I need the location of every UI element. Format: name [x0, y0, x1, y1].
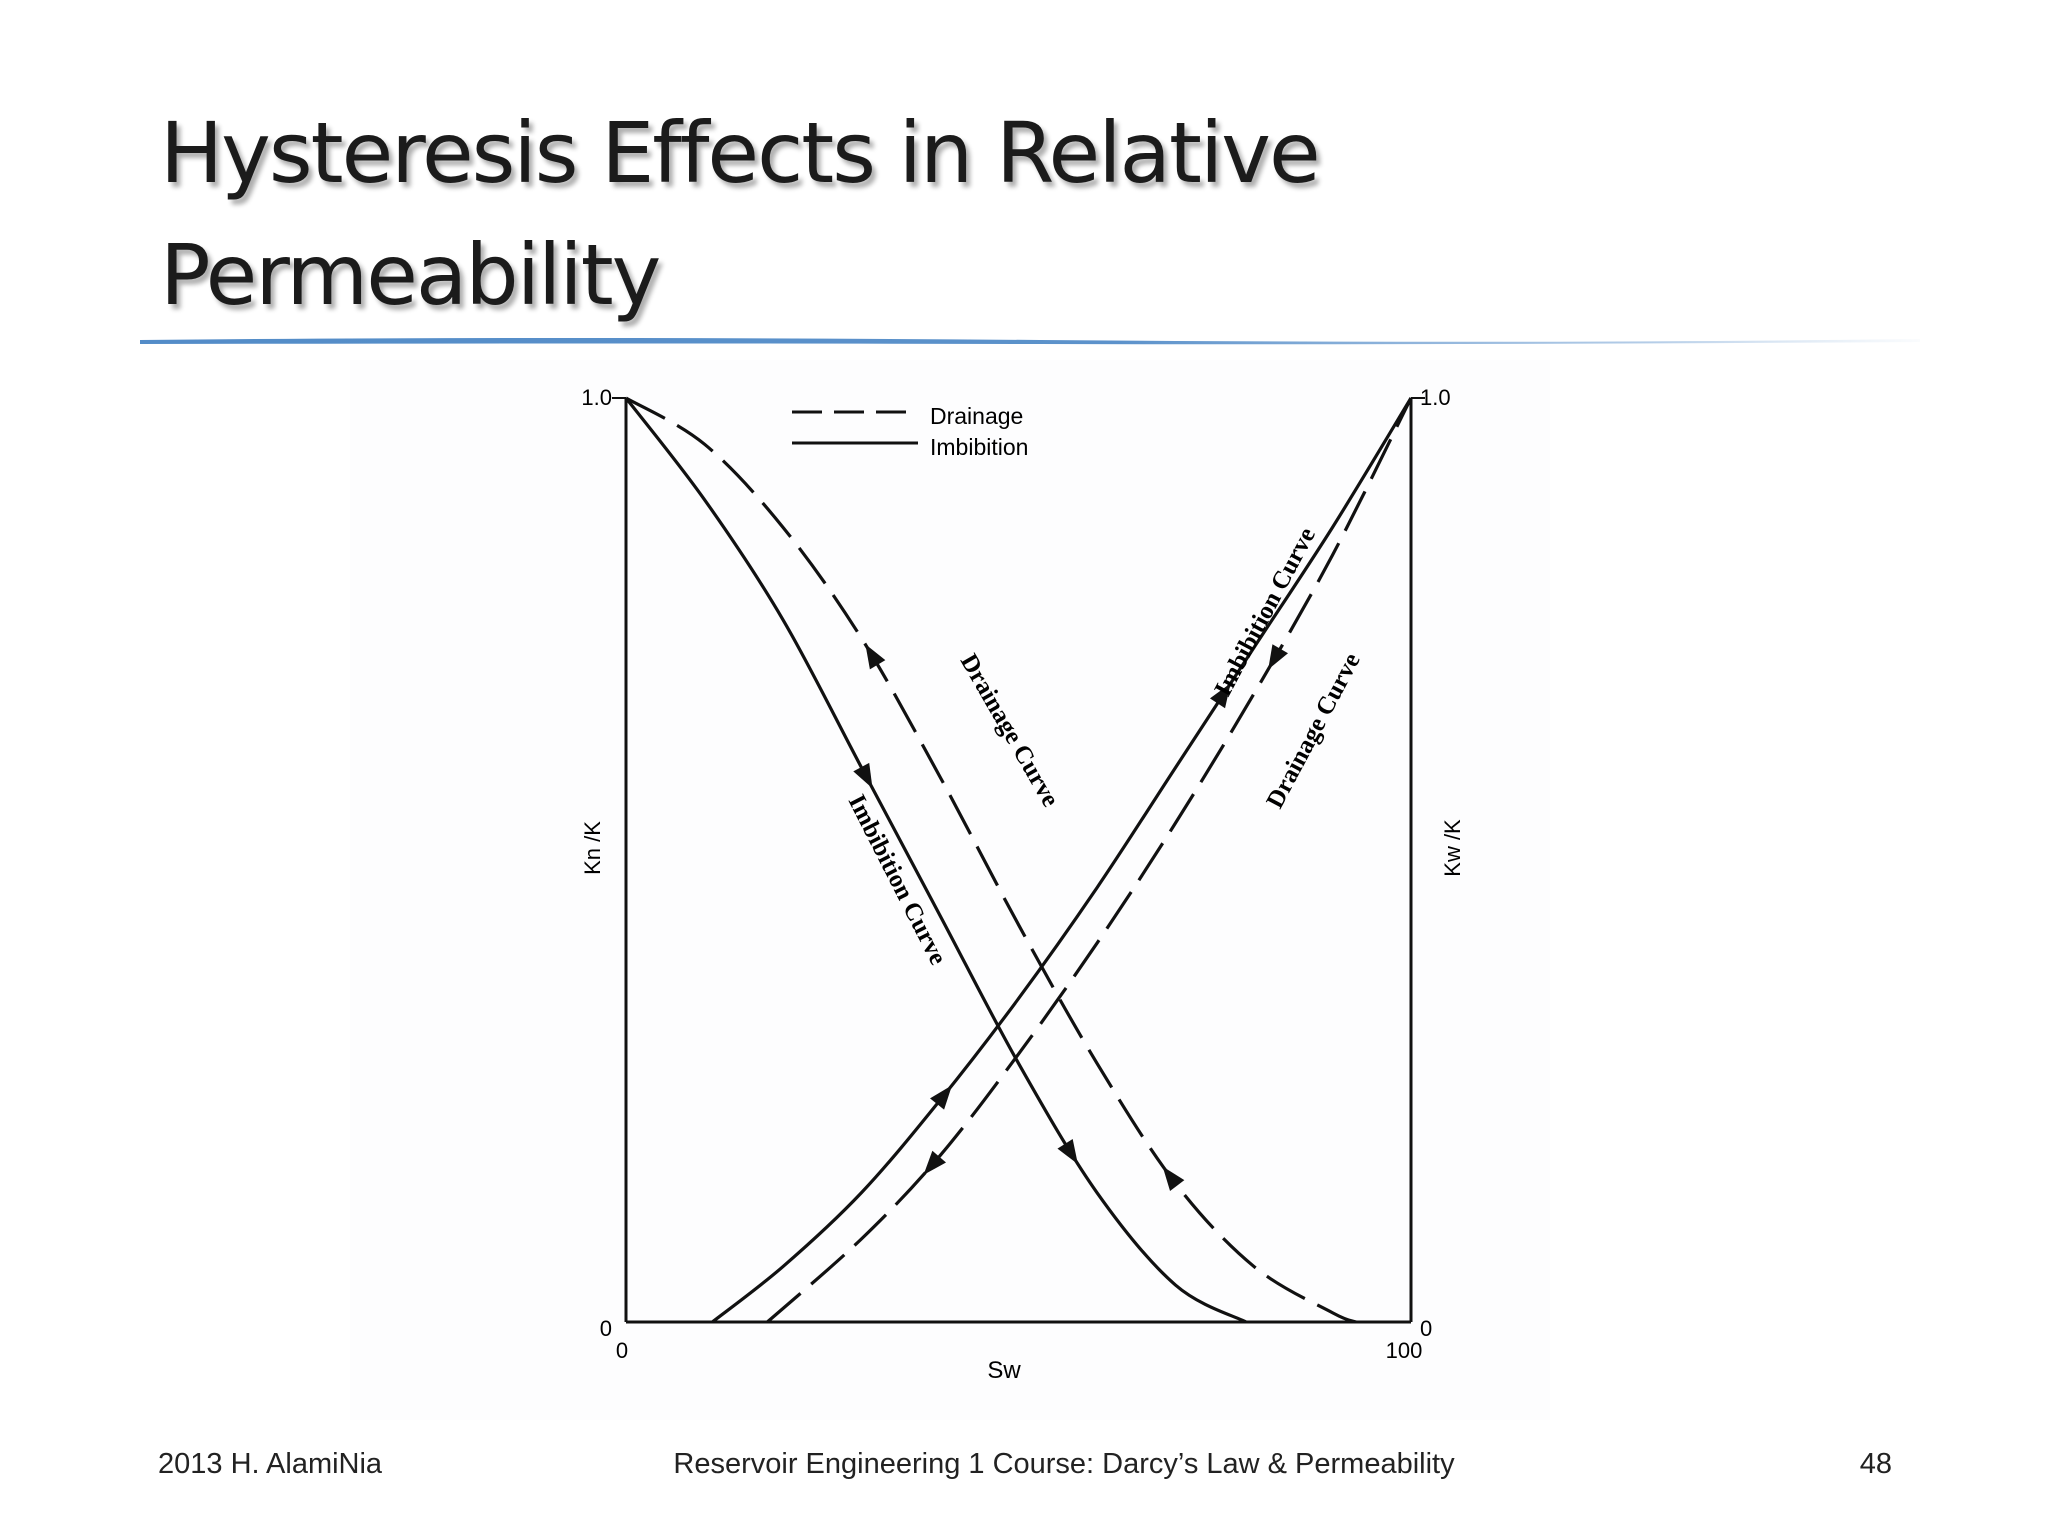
legend: Drainage Imbibition [792, 403, 1028, 460]
legend-label-imbibition: Imbibition [930, 434, 1028, 460]
direction-arrow-4 [930, 1085, 953, 1110]
page-number: 48 [1859, 1448, 1892, 1480]
direction-arrow-0 [865, 644, 886, 670]
chart-background [350, 360, 1550, 1420]
direction-arrow-5 [1209, 683, 1231, 709]
y-tick-right-bottom: 0 [1420, 1316, 1432, 1341]
footer-course: Reservoir Engineering 1 Course: Darcy’s … [673, 1448, 1455, 1480]
x-tick-left: 0 [616, 1338, 628, 1363]
footer-author: 2013 H. AlamiNia [158, 1448, 383, 1480]
x-tick-right: 100 [1386, 1338, 1423, 1363]
annotation-drainage-curve-right: Drainage Curve [1261, 649, 1365, 813]
legend-label-drainage: Drainage [930, 403, 1023, 429]
title-line-1: Hysteresis Effects in Relative [160, 104, 1321, 202]
direction-arrow-3 [1057, 1139, 1078, 1165]
series-1-solid-curve [624, 397, 1247, 1324]
annotation-drainage-curve-left: Drainage Curve [955, 650, 1064, 812]
y-axis-label-right: Kw /K [1440, 819, 1465, 877]
title-underline [140, 338, 1920, 345]
curves-group [624, 396, 1413, 1324]
y-axis-label-left: Kn /K [580, 821, 605, 875]
direction-arrow-6 [923, 1150, 947, 1175]
direction-arrow-1 [1162, 1166, 1185, 1192]
y-tick-left-top: 1.0 [581, 385, 612, 410]
series-3-dashed-curve [766, 397, 1413, 1324]
series-0-dashed-curve [625, 396, 1357, 1324]
arrows-group [853, 644, 1289, 1192]
annotation-imbibition-curve-left: Imbibition Curve [843, 790, 952, 969]
direction-arrow-7 [1268, 644, 1289, 670]
y-tick-left-bottom: 0 [600, 1316, 612, 1341]
title-line-2: Permeability [160, 226, 661, 324]
y-tick-right-top: 1.0 [1420, 385, 1451, 410]
slide-title: Hysteresis Effects in Relative Permeabil… [160, 92, 1810, 336]
series-2-solid-curve [711, 397, 1413, 1324]
x-axis-label: Sw [987, 1357, 1021, 1384]
plot-frame [612, 397, 1425, 1324]
direction-arrow-2 [853, 762, 873, 789]
